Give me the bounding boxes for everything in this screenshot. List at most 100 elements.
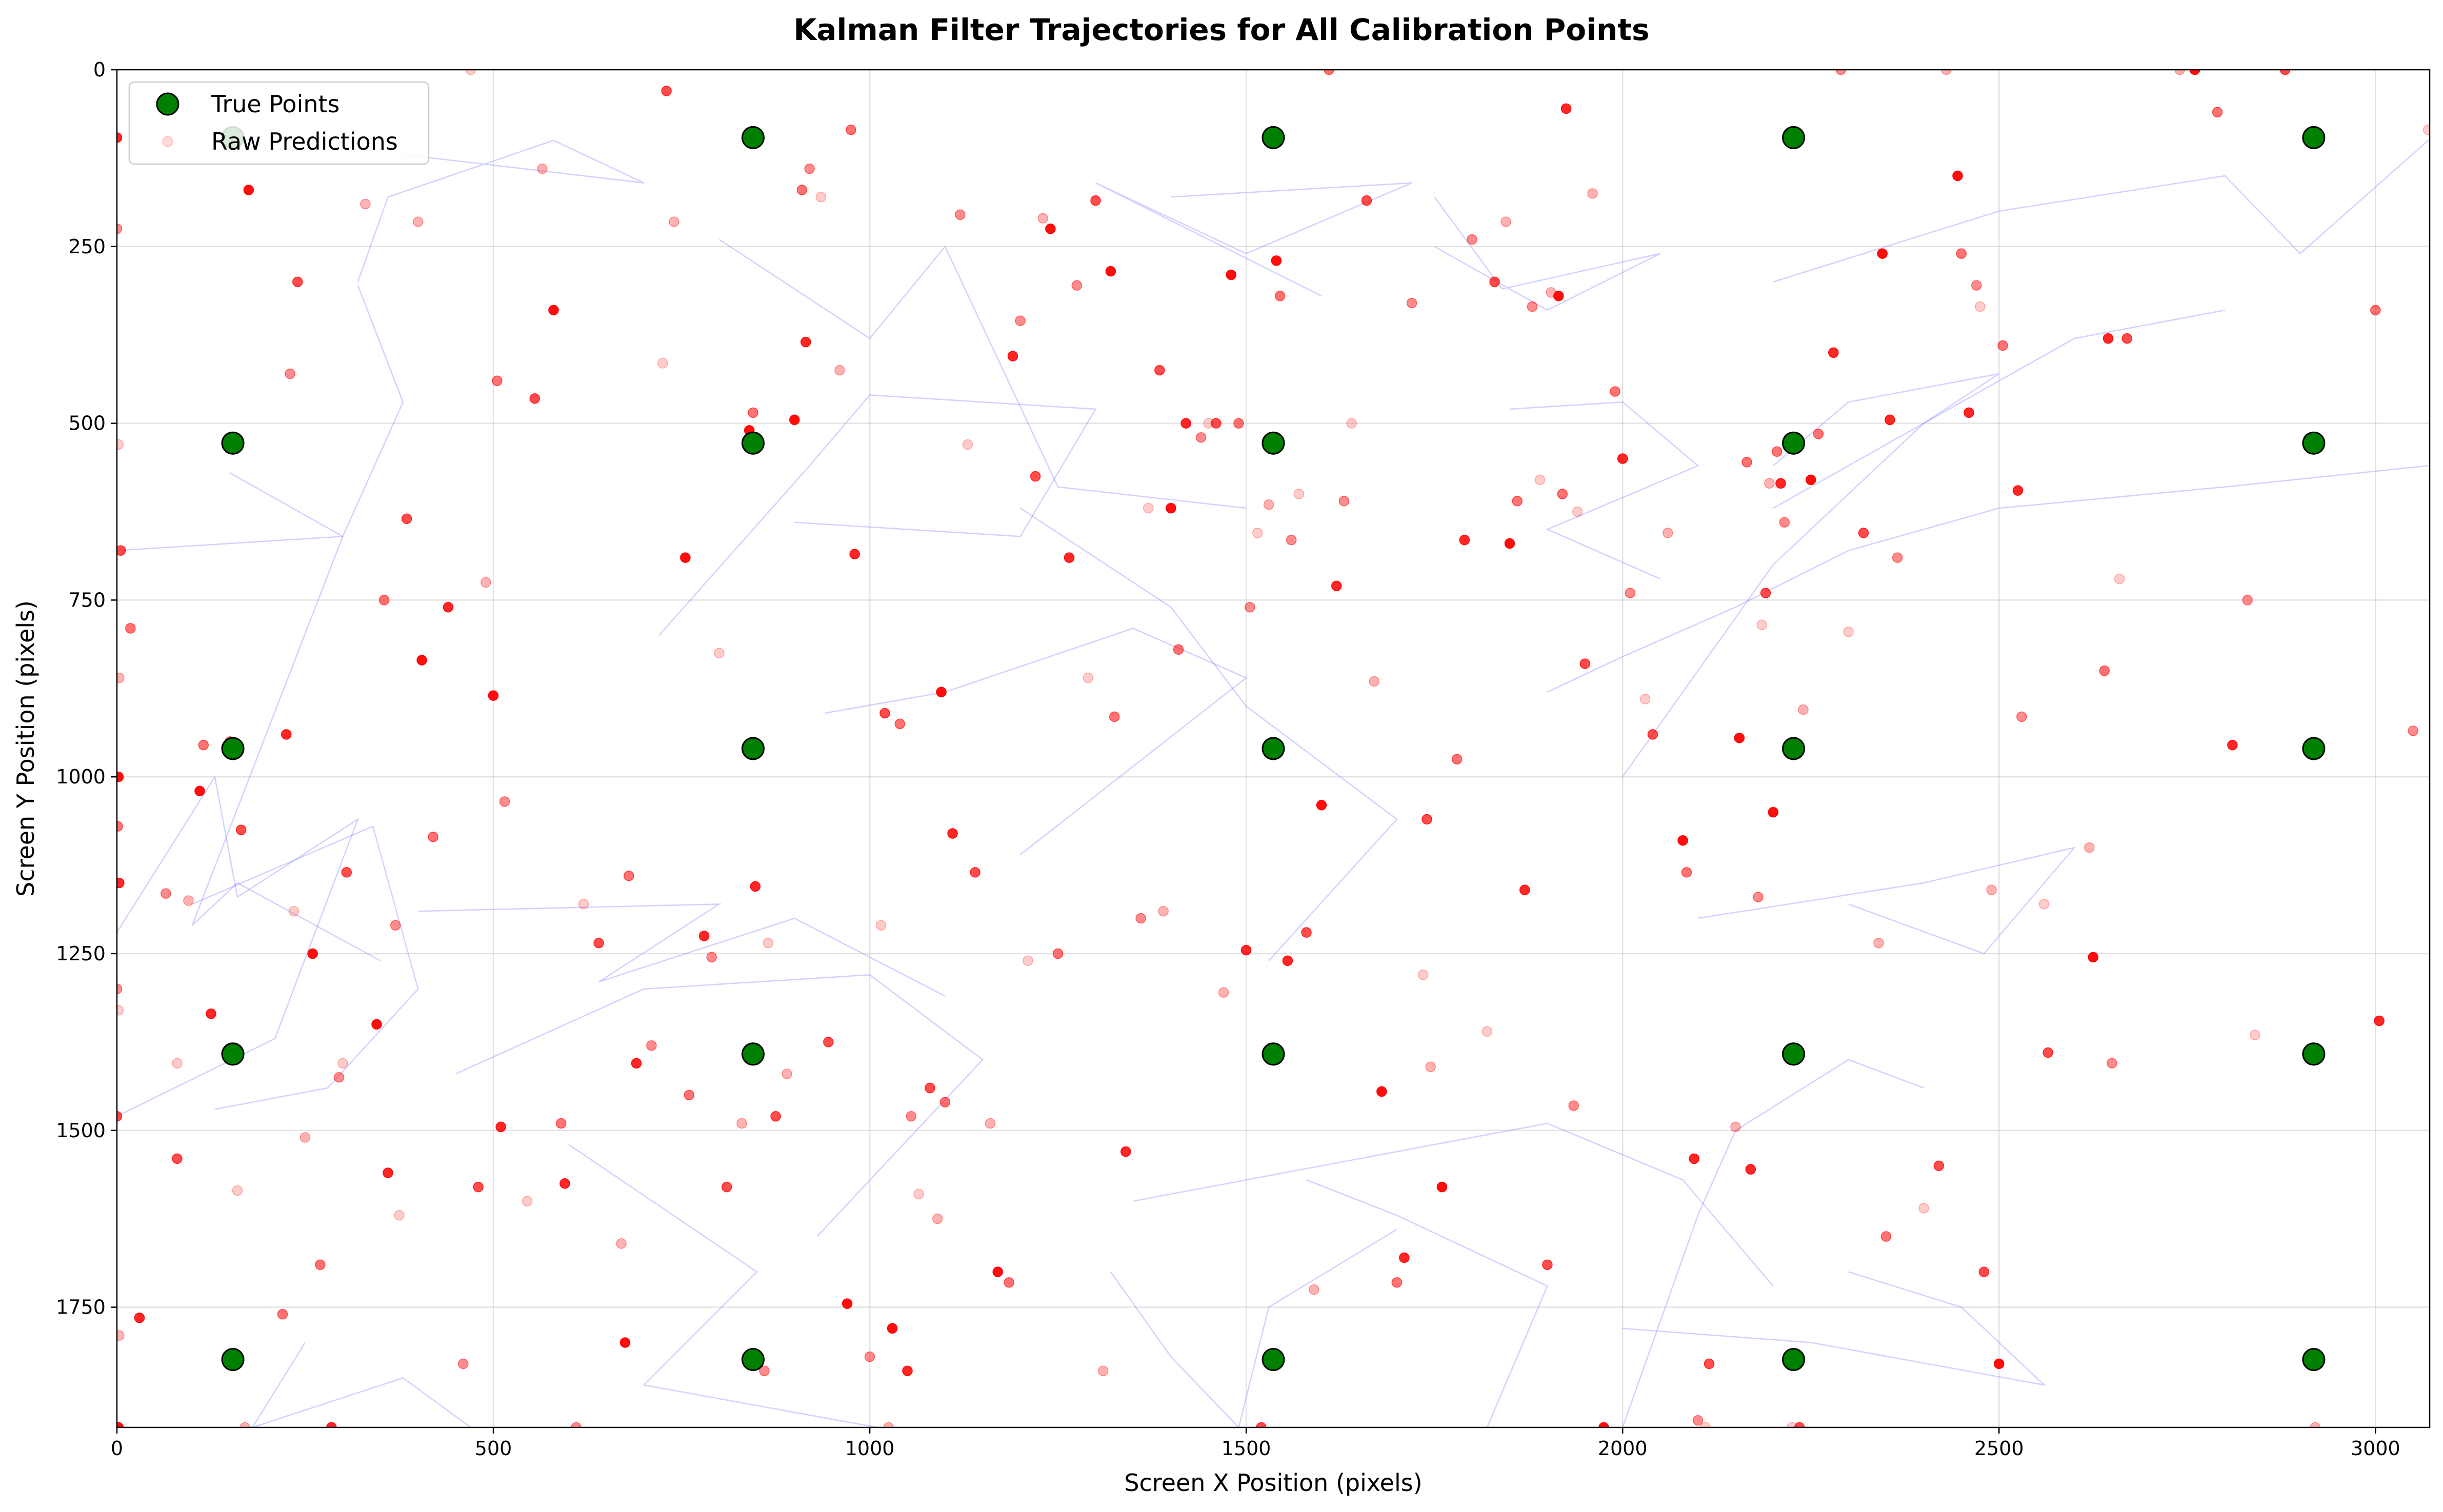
raw-prediction-point [1135, 913, 1146, 924]
raw-prediction-point [902, 1365, 913, 1376]
true-point [1782, 1042, 1805, 1066]
raw-prediction-point [932, 1213, 943, 1224]
raw-prediction-point [1030, 471, 1041, 482]
raw-prediction-point [198, 739, 209, 751]
raw-prediction-point [1391, 1277, 1403, 1288]
raw-prediction-point [1598, 1422, 1609, 1427]
raw-prediction-point [1663, 528, 1673, 538]
raw-prediction-point [2279, 70, 2291, 75]
raw-prediction-point [680, 552, 691, 563]
raw-prediction-point [624, 871, 634, 881]
raw-prediction-point [1376, 1086, 1387, 1097]
true-point [1782, 126, 1805, 149]
raw-prediction-point [495, 1121, 506, 1133]
raw-prediction-point [1813, 429, 1824, 439]
legend-true-marker [156, 92, 179, 116]
raw-prediction-point [800, 336, 811, 348]
raw-prediction-point [292, 276, 303, 288]
raw-prediction-point [1301, 927, 1312, 938]
trajectory-line [192, 825, 419, 1110]
raw-prediction-point [1560, 103, 1572, 114]
raw-prediction-point [360, 198, 371, 210]
raw-prediction-point [947, 828, 958, 839]
raw-prediction-point [846, 124, 856, 135]
raw-prediction-point [815, 192, 826, 203]
legend-box [128, 81, 430, 165]
raw-prediction-point [1120, 1146, 1131, 1157]
true-point [1261, 1348, 1285, 1372]
true-point [2302, 126, 2326, 149]
raw-prediction-point [394, 1210, 405, 1221]
raw-prediction-point [172, 1058, 183, 1069]
true-point [221, 1042, 245, 1066]
true-point [1261, 1042, 1285, 1066]
raw-prediction-point [555, 1118, 567, 1129]
raw-prediction-point [465, 70, 476, 75]
raw-prediction-point [378, 595, 390, 606]
raw-prediction-point [782, 1069, 792, 1079]
raw-prediction-point [736, 1118, 747, 1129]
raw-prediction-point [661, 86, 672, 96]
raw-prediction-point [1760, 588, 1771, 598]
raw-prediction-point [1941, 70, 1952, 75]
trajectory-line [1622, 1059, 1924, 1427]
raw-prediction-point [2174, 70, 2185, 75]
raw-prediction-point [1293, 489, 1305, 499]
trajectory-lines [117, 139, 2429, 1427]
raw-prediction-point [646, 1040, 657, 1051]
raw-prediction-point [1166, 502, 1176, 514]
trajectory-line [1547, 465, 2429, 693]
raw-prediction-point [1436, 1181, 1448, 1193]
raw-prediction-point [1775, 478, 1786, 489]
true-point [2302, 737, 2326, 760]
raw-prediction-point [759, 1365, 770, 1376]
true-point [1782, 1348, 1805, 1372]
raw-prediction-point [117, 821, 123, 832]
raw-prediction-point [1689, 1153, 1699, 1164]
raw-prediction-point [1399, 1252, 1410, 1263]
x-tick-label: 0 [111, 1437, 123, 1460]
raw-prediction-point [1105, 266, 1116, 277]
trajectory-line [1095, 182, 1412, 297]
raw-prediction-point [1406, 297, 1417, 309]
raw-prediction-point [1527, 301, 1538, 312]
raw-prediction-point [1639, 694, 1651, 704]
raw-prediction-point [1700, 1422, 1711, 1427]
legend-raw-label: Raw Predictions [211, 128, 398, 155]
raw-prediction-point [616, 1238, 627, 1249]
trajectory-line [251, 1342, 471, 1427]
raw-prediction-point [955, 209, 966, 220]
raw-prediction-point [823, 1037, 834, 1047]
raw-prediction-point [1421, 814, 1432, 825]
raw-prediction-point [2102, 333, 2114, 344]
raw-prediction-point [117, 132, 123, 143]
raw-prediction-point [1226, 269, 1237, 280]
raw-prediction-point [992, 1266, 1003, 1277]
raw-prediction-point [428, 832, 438, 842]
raw-prediction-point [488, 690, 499, 701]
raw-prediction-point [1835, 70, 1847, 75]
raw-prediction-point [796, 185, 808, 195]
raw-prediction-point [1692, 1415, 1704, 1426]
raw-prediction-point [669, 216, 679, 227]
raw-prediction-point [939, 1097, 951, 1107]
raw-prediction-point [1771, 446, 1783, 457]
raw-prediction-point [1481, 1026, 1493, 1037]
grid-lines [116, 69, 2430, 1427]
trajectory-line [1509, 401, 1699, 580]
y-tick-label: 1250 [56, 942, 106, 965]
raw-prediction-point [117, 1111, 123, 1122]
true-point [2302, 431, 2326, 455]
raw-prediction-point [341, 867, 352, 878]
y-axis-ticks: 0 250 500 750 1000 1250 1500 1750 [56, 58, 117, 1319]
trajectory-line [1133, 1122, 1774, 1287]
raw-prediction-point [117, 1330, 125, 1341]
trajectory-line [718, 238, 1247, 509]
raw-prediction-point [307, 948, 318, 959]
raw-prediction-point [2114, 573, 2125, 584]
raw-prediction-point [763, 938, 774, 949]
raw-prediction-point [1338, 496, 1350, 507]
raw-prediction-point [117, 439, 124, 450]
raw-prediction-point [2012, 485, 2024, 496]
